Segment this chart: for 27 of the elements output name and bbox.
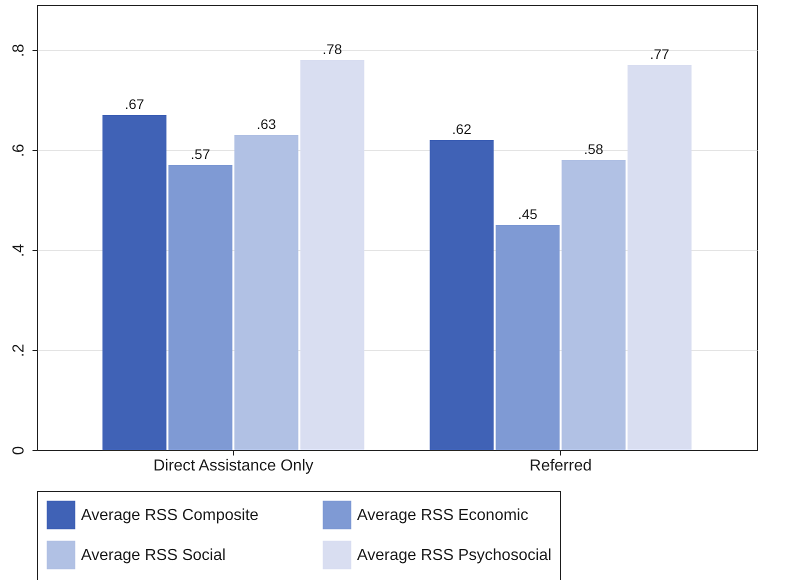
y-tick-label: .2: [10, 344, 28, 358]
bar: [102, 115, 166, 450]
data-label: .45: [518, 206, 538, 222]
bar: [496, 225, 560, 450]
legend-label: Average RSS Social: [81, 547, 226, 564]
y-tick-label: .6: [10, 144, 28, 158]
x-tick-label: Referred: [530, 458, 592, 474]
data-label: .78: [322, 41, 342, 57]
bar: [300, 60, 364, 450]
legend-label: Average RSS Economic: [357, 507, 528, 524]
bar: [562, 160, 626, 450]
y-tick-label: .8: [10, 44, 28, 58]
bar: [628, 65, 692, 450]
data-label: .58: [584, 141, 604, 157]
bar: [168, 165, 232, 450]
x-tick-label: Direct Assistance Only: [153, 458, 314, 474]
legend-label: Average RSS Composite: [81, 507, 259, 524]
legend-label: Average RSS Psychosocial: [357, 547, 552, 564]
y-tick-label: 0: [10, 446, 28, 455]
data-label: .57: [190, 146, 210, 162]
bar: [234, 135, 298, 450]
y-tick-label: .4: [10, 244, 28, 258]
data-label: .67: [124, 96, 144, 112]
data-label: .62: [452, 121, 472, 137]
data-label: .77: [650, 46, 670, 62]
bar: [430, 140, 494, 450]
data-label: .63: [256, 116, 276, 132]
